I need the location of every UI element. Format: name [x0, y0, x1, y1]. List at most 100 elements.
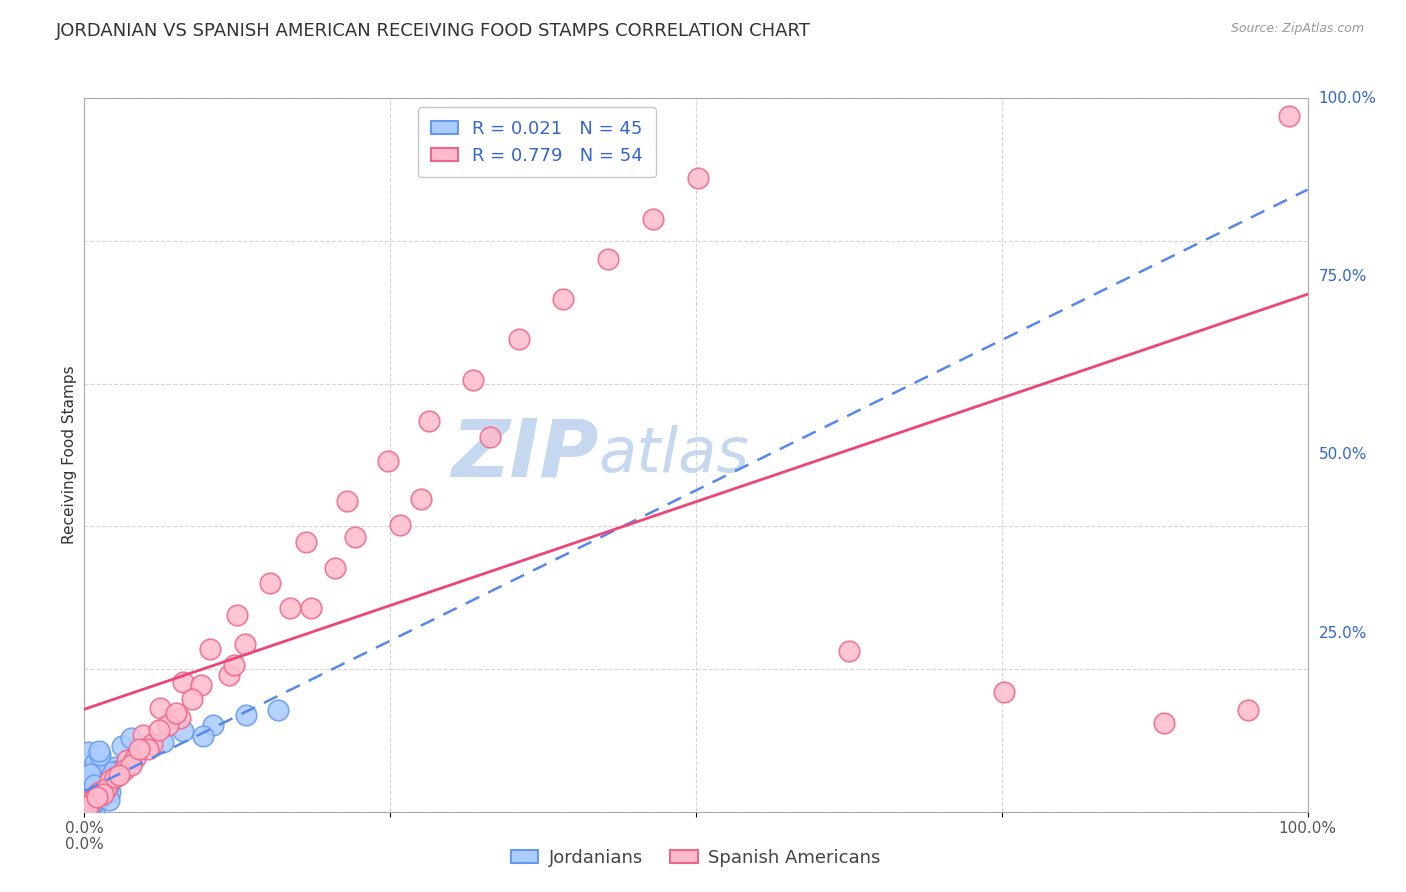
Point	[596, 252, 619, 266]
Point	[190, 678, 212, 692]
Point	[172, 724, 194, 739]
Point	[82, 797, 104, 812]
Point	[226, 608, 249, 623]
Point	[107, 764, 129, 778]
Point	[233, 637, 256, 651]
Text: 50.0%: 50.0%	[1319, 448, 1367, 462]
Point	[1236, 703, 1258, 717]
Point	[97, 793, 120, 807]
Point	[169, 710, 191, 724]
Point	[96, 768, 118, 782]
Legend: Jordanians, Spanish Americans: Jordanians, Spanish Americans	[503, 842, 889, 874]
Point	[77, 799, 100, 814]
Point	[76, 790, 98, 805]
Point	[838, 644, 860, 658]
Text: JORDANIAN VS SPANISH AMERICAN RECEIVING FOOD STAMPS CORRELATION CHART: JORDANIAN VS SPANISH AMERICAN RECEIVING …	[56, 22, 811, 40]
Point	[87, 792, 110, 806]
Point	[141, 737, 163, 751]
Point	[83, 796, 105, 810]
Point	[82, 783, 104, 797]
Point	[87, 794, 110, 808]
Point	[299, 601, 322, 615]
Point	[77, 801, 100, 815]
Point	[688, 171, 710, 186]
Point	[222, 658, 245, 673]
Point	[79, 767, 101, 781]
Point	[165, 706, 187, 721]
Point	[91, 774, 114, 789]
Point	[148, 723, 170, 737]
Point	[124, 751, 146, 765]
Point	[94, 781, 117, 796]
Point	[112, 764, 135, 778]
Text: 100.0%: 100.0%	[1319, 91, 1376, 105]
Point	[91, 785, 114, 799]
Text: ZIP: ZIP	[451, 416, 598, 494]
Point	[643, 211, 665, 226]
Point	[377, 453, 399, 467]
Point	[343, 530, 366, 544]
Point	[79, 794, 101, 808]
Point	[80, 777, 103, 791]
Point	[104, 771, 127, 785]
Y-axis label: Receiving Food Stamps: Receiving Food Stamps	[62, 366, 77, 544]
Point	[463, 373, 485, 387]
Point	[115, 753, 138, 767]
Text: 25.0%: 25.0%	[1319, 626, 1367, 640]
Point	[1278, 109, 1301, 123]
Point	[993, 685, 1015, 699]
Point	[418, 414, 440, 428]
Point	[120, 731, 142, 745]
Point	[200, 642, 222, 657]
Point	[218, 667, 240, 681]
Text: 0.0%: 0.0%	[65, 837, 104, 852]
Point	[201, 718, 224, 732]
Point	[266, 703, 288, 717]
Point	[104, 760, 127, 774]
Point	[91, 787, 114, 801]
Point	[191, 729, 214, 743]
Point	[79, 789, 101, 804]
Point	[98, 772, 121, 787]
Point	[278, 601, 301, 615]
Point	[132, 728, 155, 742]
Point	[86, 780, 108, 794]
Point	[156, 717, 179, 731]
Point	[479, 430, 502, 444]
Point	[96, 781, 118, 796]
Point	[259, 575, 281, 590]
Point	[89, 748, 111, 763]
Point	[89, 791, 111, 805]
Point	[172, 674, 194, 689]
Point	[336, 494, 359, 508]
Point	[90, 771, 112, 785]
Point	[235, 708, 257, 723]
Point	[77, 754, 100, 768]
Point	[136, 742, 159, 756]
Point	[107, 767, 129, 781]
Point	[83, 799, 105, 814]
Point	[152, 735, 174, 749]
Point	[388, 517, 411, 532]
Point	[97, 779, 120, 793]
Point	[87, 785, 110, 799]
Point	[294, 535, 316, 549]
Point	[80, 798, 103, 813]
Point	[98, 785, 121, 799]
Point	[84, 800, 107, 814]
Point	[1153, 715, 1175, 730]
Point	[149, 701, 172, 715]
Point	[551, 293, 574, 307]
Point	[100, 765, 122, 780]
Point	[128, 742, 150, 756]
Point	[93, 788, 115, 802]
Point	[111, 739, 134, 753]
Point	[86, 789, 108, 804]
Point	[181, 692, 204, 706]
Point	[83, 778, 105, 792]
Text: atlas: atlas	[598, 425, 749, 485]
Point	[77, 787, 100, 801]
Point	[120, 758, 142, 772]
Point	[86, 775, 108, 789]
Point	[84, 756, 107, 771]
